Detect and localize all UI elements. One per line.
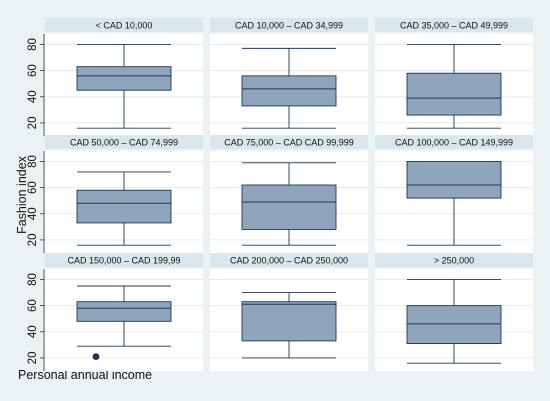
box-9 xyxy=(406,305,502,344)
panel-title-7: CAD 150,000 – CAD 199,99 xyxy=(67,256,180,266)
box-3 xyxy=(406,72,502,116)
y-tick-label: 40 xyxy=(27,325,39,338)
box-2 xyxy=(241,75,337,107)
panel-strip-1 xyxy=(45,18,203,32)
y-tick-label: 40 xyxy=(27,207,39,220)
panel-strip-6 xyxy=(375,135,533,149)
panel-strip-2 xyxy=(210,18,368,32)
box-4 xyxy=(76,189,172,224)
y-tick-label: 60 xyxy=(27,299,39,312)
panel-title-2: CAD 10,000 – CAD 34,999 xyxy=(235,21,343,31)
y-tick-label: 80 xyxy=(27,273,39,286)
y-tick-label: 60 xyxy=(27,64,39,77)
y-tick-label: 80 xyxy=(27,38,39,51)
panel-title-6: CAD 100,000 – CAD 149,999 xyxy=(395,138,513,148)
panel-strip-3 xyxy=(375,18,533,32)
x-axis-title: Personal annual income xyxy=(18,368,152,382)
panel-title-4: CAD 50,000 – CAD 74,999 xyxy=(70,138,178,148)
panel-strip-9 xyxy=(375,253,533,267)
y-tick-label: 80 xyxy=(27,155,39,168)
panel-title-3: CAD 35,000 – CAD 49,999 xyxy=(400,21,508,31)
y-tick-label: 20 xyxy=(27,352,39,365)
panel-title-5: CAD 75,000 – CAD CAD 99,999 xyxy=(224,138,354,148)
panel-title-9: > 250,000 xyxy=(434,256,474,266)
outlier-point-7 xyxy=(92,353,100,361)
panel-title-1: < CAD 10,000 xyxy=(96,21,153,31)
box-8 xyxy=(241,301,337,342)
y-tick-label: 20 xyxy=(27,234,39,247)
y-tick-label: 60 xyxy=(27,181,39,194)
box-7 xyxy=(76,301,172,322)
panel-title-8: CAD 200,000 – CAD 250,000 xyxy=(230,256,348,266)
panel-strip-5 xyxy=(210,135,368,149)
panel-strip-7 xyxy=(45,253,203,267)
box-5 xyxy=(241,184,337,230)
box-6 xyxy=(406,161,502,199)
box-1 xyxy=(76,66,172,91)
panel-strip-8 xyxy=(210,253,368,267)
y-axis-title: Fashion index xyxy=(15,155,29,234)
y-tick-label: 40 xyxy=(27,90,39,103)
y-tick-label: 20 xyxy=(27,117,39,130)
panel-strip-4 xyxy=(45,135,203,149)
